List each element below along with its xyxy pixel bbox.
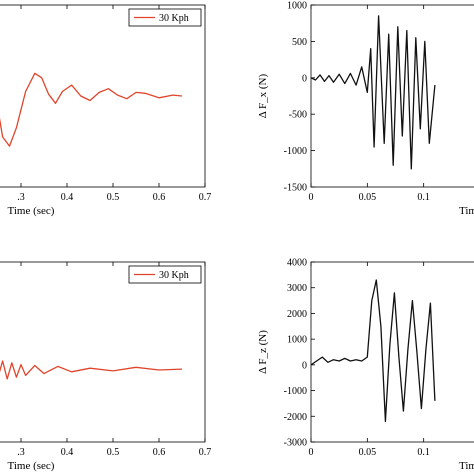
y-tick-label: 1000 [287,1,307,12]
x-tick-label: 0 [309,447,314,458]
x-tick-label: .3 [17,192,25,203]
y-tick-label: 2000 [287,309,307,320]
legend-box [128,265,202,284]
y-tick-label: -1000 [284,146,307,157]
chart-bottom-right: 0 0.05 0.1 -3000 -2000 -1000 0 1000 2000 3000 4000… [257,258,474,472]
chart-bottom-left: .3 0.4 0.5 0.6 0.7 Time (sec) 30 Kph [0,261,212,472]
y-tick-label: 0 [302,360,307,371]
y-tick-label: 0 [302,73,307,84]
series-line-top-left [0,72,183,147]
x-tick-label: 0.05 [359,192,377,203]
x-tick-label: .3 [17,447,25,458]
series-line-bottom-right [310,279,436,423]
x-tick-label: 0.7 [199,447,212,458]
y-tick-label: 500 [292,37,307,48]
plot-frame [310,261,474,443]
x-tick-label: 0.05 [359,447,377,458]
chart-top-right: 0 0.05 0.1 -1500 -1000 -500 0 500 1000 Tim Δ F_x (… [257,1,474,217]
plot-frame [0,261,206,443]
x-tick-label: 0.4 [61,447,74,458]
x-tick-label: 0.4 [61,192,74,203]
x-tick-label: 0.5 [107,192,120,203]
x-tick-label: 0.6 [153,447,166,458]
x-tick-label: 0.7 [199,192,212,203]
y-tick-label: -2000 [284,412,307,423]
plot-frame [310,4,474,188]
x-tick-label: 0 [309,192,314,203]
y-axis-label: Δ F_z (N) [257,330,269,374]
x-tick-label: 0.1 [417,192,430,203]
y-tick-label: -500 [289,110,307,121]
y-tick-label: -1000 [284,386,307,397]
x-axis-label: Time (sec) [8,460,55,472]
series-line-top-right [310,15,436,170]
y-axis-label: Δ F_x (N) [257,73,269,118]
y-tick-label: 3000 [287,283,307,294]
y-tick-label: 4000 [287,258,307,269]
x-tick-label: 0.6 [153,192,166,203]
x-axis-label: Time (sec) [8,205,55,217]
plot-frame [0,4,206,188]
x-axis-label: Tim [459,205,474,217]
y-tick-label: -3000 [284,438,307,449]
x-axis-label: Tim [459,460,474,472]
y-tick-label: -1500 [284,183,307,194]
y-tick-label: 1000 [287,335,307,346]
chart-top-left: .3 0.4 0.5 0.6 0.7 Time (sec) 30 Kph [0,4,212,217]
series-line-bottom-left [0,360,183,380]
x-tick-label: 0.5 [107,447,120,458]
legend-box [128,8,202,27]
legend-label: 30 Kph [159,270,189,281]
legend-label: 30 Kph [159,13,189,24]
x-tick-label: 0.1 [417,447,430,458]
